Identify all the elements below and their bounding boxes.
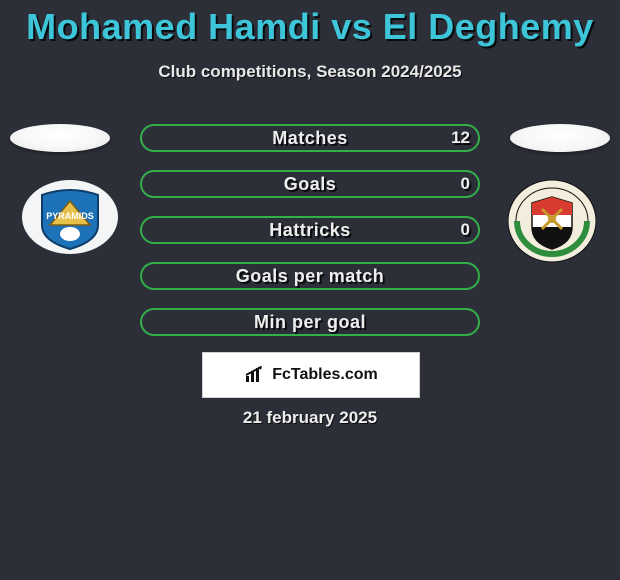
stat-label: Matches [140,124,480,152]
subtitle: Club competitions, Season 2024/2025 [0,62,620,82]
chart-icon [244,364,266,386]
stat-row: Goals0 [140,170,480,198]
stat-row: Min per goal [140,308,480,336]
stat-row: Matches12 [140,124,480,152]
stat-label: Goals [140,170,480,198]
stat-bars: Matches12Goals0Hattricks0Goals per match… [140,124,480,354]
stat-label: Hattricks [140,216,480,244]
comparison-card: Mohamed Hamdi vs El Deghemy Club competi… [0,0,620,580]
stat-value-right: 0 [461,170,470,198]
team-crest-right [502,179,602,255]
stat-label: Min per goal [140,308,480,336]
stat-row: Goals per match [140,262,480,290]
brand-badge[interactable]: FcTables.com [202,352,420,398]
stat-value-right: 0 [461,216,470,244]
date-text: 21 february 2025 [0,408,620,428]
brand-text: FcTables.com [272,366,378,384]
stat-value-right: 12 [451,124,470,152]
team-crest-left: PYRAMIDS [20,179,120,255]
stat-label: Goals per match [140,262,480,290]
stat-row: Hattricks0 [140,216,480,244]
player-left-oval [10,124,110,152]
svg-text:PYRAMIDS: PYRAMIDS [46,211,94,221]
page-title: Mohamed Hamdi vs El Deghemy [0,0,620,48]
player-right-oval [510,124,610,152]
